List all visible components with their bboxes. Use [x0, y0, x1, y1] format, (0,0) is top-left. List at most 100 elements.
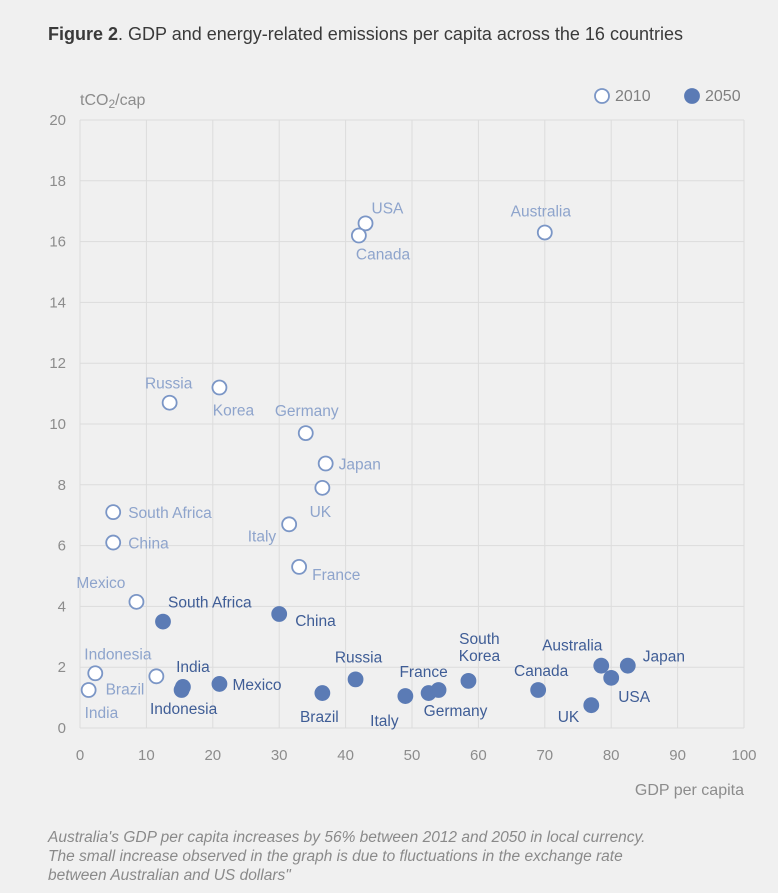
y-tick-label: 8 [58, 477, 66, 494]
data-label-2010-germany: Germany [275, 403, 339, 420]
point-2010-france [291, 558, 308, 575]
x-tick-label: 60 [470, 747, 487, 764]
data-label-2050-uk: UK [558, 709, 580, 726]
data-label-2010-mexico: Mexico [76, 575, 125, 592]
data-label-2010-japan: Japan [339, 457, 381, 474]
y-tick-label: 18 [49, 173, 66, 190]
data-label-2050-india: India [176, 659, 210, 676]
point-2050-usa [603, 669, 620, 686]
data-labels: USA Canada Australia Russia Korea Germany Japa… [76, 200, 685, 730]
y-axis-label: tCO2/cap [80, 92, 145, 111]
data-label-2050-canada: Canada [514, 663, 569, 680]
point-2010-italy [281, 516, 298, 533]
x-tick-label: 90 [669, 747, 686, 764]
y-tick-label: 20 [49, 112, 66, 129]
y-tick-label: 0 [58, 720, 66, 737]
data-label-2050-japan: Japan [643, 649, 685, 666]
data-label-2050-australia: Australia [542, 638, 603, 655]
point-2050-canada [530, 682, 547, 698]
x-tick-label: 0 [76, 747, 84, 764]
data-label-2010-usa: USA [372, 200, 405, 217]
data-label-2050-france: France [399, 664, 447, 681]
y-tick-label: 12 [49, 355, 66, 372]
x-tick-label: 100 [731, 747, 756, 764]
chart-legend: 2010 2050 [594, 88, 741, 105]
y-tick-label: 16 [49, 234, 66, 251]
y-tick-label: 6 [58, 538, 66, 555]
point-2010-brazil [148, 668, 165, 685]
point-2050-japan [619, 657, 636, 674]
point-2010-india [80, 682, 97, 698]
y-tick-label: 14 [49, 294, 66, 311]
x-tick-label: 70 [536, 747, 553, 764]
point-2050-china [271, 606, 288, 622]
y-tick-label: 4 [58, 598, 66, 615]
legend-label: 2050 [705, 88, 741, 105]
data-label-2050-mexico: Mexico [232, 677, 281, 694]
data-label-2010-france: France [312, 567, 360, 584]
data-label-2010-canada: Canada [356, 247, 411, 264]
point-2010-australia [536, 224, 553, 241]
figure-label: Figure 2 [48, 24, 119, 44]
point-2010-russia [161, 394, 178, 411]
x-tick-label: 50 [404, 747, 421, 764]
point-2050-south-africa [155, 613, 171, 630]
figure-caption: Australia's GDP per capita increases by … [48, 828, 728, 885]
point-2010-usa [357, 215, 374, 232]
data-label-2050-brazil: Brazil [300, 709, 339, 726]
data-label-2010-brazil: Brazil [106, 681, 145, 698]
data-label-2050-italy: Italy [370, 713, 399, 730]
point-2010-germany [297, 425, 314, 442]
x-tick-label: 20 [204, 747, 221, 764]
data-label-2050-south-korea: South [459, 631, 500, 648]
x-tick-label: 40 [337, 747, 354, 764]
figure-title: Figure 2. GDP and energy-related emissio… [48, 24, 683, 45]
x-axis-label: GDP per capita [635, 782, 744, 799]
data-label-2010-australia: Australia [511, 203, 572, 220]
point-2010-canada [350, 227, 367, 244]
legend-label: 2010 [615, 88, 651, 105]
point-2050-germany [430, 682, 447, 698]
data-label-2010-korea: Korea [213, 403, 255, 420]
point-2010-japan [317, 455, 334, 472]
point-2050-south-korea [460, 672, 477, 689]
data-label-2050-germany: Germany [424, 703, 488, 720]
point-2050-australia [593, 657, 610, 674]
caption-line: between Australian and US dollars" [48, 867, 291, 884]
point-2010-mexico [128, 593, 145, 610]
point-2050-brazil [314, 685, 331, 701]
y-tick-label: 2 [58, 659, 66, 676]
legend-marker-2050 [684, 88, 700, 104]
x-tick-label: 80 [603, 747, 620, 764]
point-2050-russia [347, 671, 364, 688]
legend-marker-2010 [594, 88, 610, 104]
point-2010-korea [211, 379, 228, 396]
x-tick-label: 10 [138, 747, 155, 764]
point-2010-uk [314, 479, 331, 496]
point-2050-uk [583, 697, 600, 714]
data-label-2050-indonesia: Indonesia [150, 701, 218, 718]
point-2010-china [105, 534, 122, 551]
data-label-2050-china: China [295, 613, 336, 630]
point-2050-italy [397, 688, 414, 704]
data-label-2010-russia: Russia [145, 376, 193, 393]
data-label-2050-south-korea: Korea [459, 648, 501, 665]
caption-line: The small increase observed in the graph… [48, 848, 623, 865]
data-label-2050-russia: Russia [335, 649, 383, 666]
point-2050-indonesia [173, 682, 190, 698]
x-tick-label: 30 [271, 747, 288, 764]
y-tick-label: 10 [49, 416, 66, 433]
data-label-2010-south-africa: South Africa [128, 505, 212, 522]
data-label-2050-usa: USA [618, 689, 651, 706]
data-points [80, 215, 636, 714]
caption-line: Australia's GDP per capita increases by … [48, 829, 646, 846]
gridlines [79, 119, 745, 729]
data-label-2010-uk: UK [310, 504, 332, 521]
data-label-2010-italy: Italy [248, 528, 277, 545]
point-2050-mexico [211, 676, 228, 692]
data-label-2010-china: China [128, 536, 169, 553]
point-2010-south-africa [105, 504, 122, 521]
data-label-2010-indonesia: Indonesia [84, 646, 152, 663]
figure-title-text: . GDP and energy-related emissions per c… [118, 24, 683, 44]
